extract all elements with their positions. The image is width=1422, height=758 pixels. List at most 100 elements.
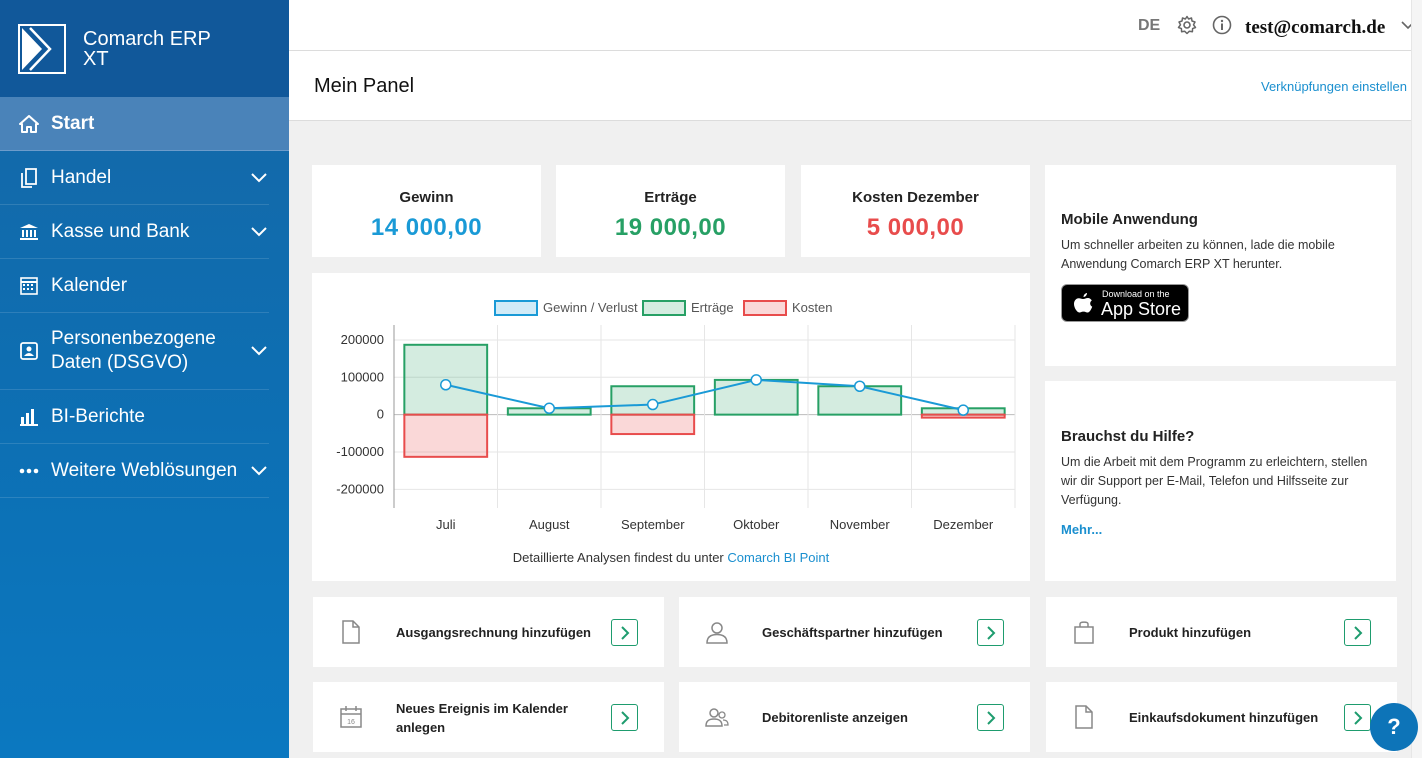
chevron-down-icon — [249, 168, 269, 188]
calendar-event-icon: 16 — [338, 704, 364, 730]
bi-point-link[interactable]: Comarch BI Point — [727, 550, 830, 565]
apple-icon — [1072, 292, 1094, 321]
calendar-icon — [19, 276, 39, 296]
point-gewinn-verlust — [440, 379, 452, 391]
kpi-value: 19 000,00 — [614, 214, 727, 241]
comarch-logo-icon — [18, 23, 66, 74]
kpi-card-kosten: Kosten Dezember 5 000,00 — [801, 165, 1030, 257]
action-label: Geschäftspartner hinzufügen — [762, 625, 943, 640]
sidebar-item-kasse-und-bank[interactable]: Kasse und Bank — [0, 205, 269, 259]
chevron-right-icon[interactable] — [977, 619, 1004, 646]
settings-link[interactable]: Verknüpfungen einstellen — [1260, 79, 1407, 94]
top-bar: DE test@comarch.de — [289, 0, 1422, 51]
action-label: Einkaufsdokument hinzufügen — [1129, 710, 1319, 725]
sidebar-item-label: Kalender — [51, 274, 128, 296]
profit-chart: 200000 100000 0 -100000 -200000 Juli August Sep… — [336, 300, 1016, 532]
kpi-card-gewinn: Gewinn 14 000,00 — [312, 165, 541, 257]
action-geschaeftspartner[interactable]: Geschäftspartner hinzufügen — [679, 597, 1030, 667]
home-icon — [19, 114, 39, 134]
svg-text:16: 16 — [347, 719, 355, 726]
action-ereignis[interactable]: 16 Neues Ereignis im Kalender anlegen — [313, 682, 664, 752]
more-link[interactable]: Mehr... — [1061, 522, 1103, 537]
file-icon — [338, 619, 364, 645]
bar-kosten — [610, 413, 696, 436]
sidebar-item-bi-berichte[interactable]: BI-Berichte — [0, 390, 269, 444]
shopping-bag-icon — [1071, 619, 1097, 645]
sidebar-item-dsgvo[interactable]: Personenbezogene Daten (DSGVO) — [0, 313, 269, 390]
chevron-down-icon — [249, 341, 269, 361]
users-icon — [704, 704, 730, 730]
id-card-icon — [19, 341, 39, 361]
action-debitorenliste[interactable]: Debitorenliste anzeigen — [679, 682, 1030, 752]
user-account[interactable]: test@comarch.de — [1245, 17, 1386, 38]
sidebar-item-weitere-webloesungen[interactable]: Weitere Weblösungen — [0, 444, 269, 498]
x-tick-label: Dezember — [933, 517, 994, 532]
action-ausgangsrechnung[interactable]: Ausgangsrechnung hinzufügen — [313, 597, 664, 667]
kpi-value: 14 000,00 — [370, 214, 483, 241]
action-einkaufsdokument[interactable]: Einkaufsdokument hinzufügen — [1046, 682, 1397, 752]
sidebar-item-label: Weitere Weblösungen — [51, 459, 238, 481]
x-tick-label: September — [621, 517, 685, 532]
user-icon — [704, 619, 730, 645]
x-tick-label: August — [529, 517, 570, 532]
language-switch[interactable]: DE — [1138, 17, 1161, 34]
point-gewinn-verlust — [957, 404, 969, 416]
help-button[interactable]: ? — [1370, 703, 1418, 751]
chevron-right-icon[interactable] — [611, 704, 638, 731]
chevron-down-icon — [249, 461, 269, 481]
help-title: Brauchst du Hilfe? — [1061, 428, 1195, 445]
action-label: Neues Ereignis im Kalender anlegen — [396, 701, 568, 735]
chevron-right-icon[interactable] — [1344, 619, 1371, 646]
kpi-title: Erträge — [644, 189, 697, 206]
sidebar-item-kalender[interactable]: Kalender — [0, 259, 269, 313]
more-dots-icon — [19, 461, 39, 481]
document-icon — [19, 167, 39, 188]
point-gewinn-verlust — [750, 374, 762, 386]
kpi-title: Gewinn — [399, 189, 454, 206]
sidebar-item-label: BI-Berichte — [51, 405, 145, 427]
chevron-right-icon[interactable] — [611, 619, 638, 646]
sidebar-item-handel[interactable]: Handel — [0, 151, 269, 205]
panel-header: Mein Panel Verknüpfungen einstellen — [289, 51, 1422, 121]
file-icon — [1071, 704, 1097, 730]
action-label: Ausgangsrechnung hinzufügen — [396, 625, 591, 640]
x-tick-label: Juli — [436, 517, 456, 532]
point-gewinn-verlust — [647, 398, 659, 411]
point-gewinn-verlust — [543, 402, 555, 415]
help-card: Brauchst du Hilfe? Um die Arbeit mit dem… — [1045, 381, 1396, 581]
sidebar-item-start[interactable]: Start — [0, 97, 289, 151]
x-tick-label: Oktober — [733, 517, 780, 532]
scrollbar[interactable] — [1411, 0, 1422, 758]
info-icon[interactable] — [1212, 15, 1232, 40]
bar-chart-icon — [19, 407, 39, 427]
bank-icon — [19, 222, 39, 242]
legend-label: Kosten — [792, 300, 832, 315]
mobile-app-card: Mobile Anwendung Um schneller arbeiten z… — [1045, 165, 1396, 366]
x-tick-label: November — [830, 517, 891, 532]
y-tick-label: -200000 — [336, 481, 384, 496]
app-store-label: App Store — [1101, 299, 1182, 319]
chevron-down-icon — [249, 222, 269, 242]
chevron-right-icon[interactable] — [1344, 704, 1371, 731]
logo[interactable]: Comarch ERP XT — [0, 0, 289, 97]
y-tick-label: 0 — [377, 407, 384, 422]
action-produkt[interactable]: Produkt hinzufügen — [1046, 597, 1397, 667]
sidebar-item-label: Kasse und Bank — [51, 220, 190, 242]
sidebar-nav: Start Handel Kasse und Bank Kalender — [0, 97, 289, 498]
line-gewinn-verlust — [445, 378, 964, 412]
chevron-right-icon[interactable] — [977, 704, 1004, 731]
legend-swatch — [494, 300, 538, 316]
gear-icon[interactable] — [1177, 15, 1197, 40]
sidebar: Comarch ERP XT Start Handel Kasse und Ba… — [0, 0, 289, 758]
app-store-button[interactable]: Download on the App Store — [1061, 284, 1189, 322]
kpi-card-ertraege: Erträge 19 000,00 — [556, 165, 785, 257]
chart-footer: Detaillierte Analysen findest du unter C… — [512, 550, 830, 565]
mobile-title: Mobile Anwendung — [1061, 211, 1198, 228]
app-store-small-label: Download on the — [1102, 289, 1170, 299]
app-name: Comarch ERP XT — [83, 27, 211, 70]
legend-swatch — [743, 300, 787, 316]
mobile-text: Um schneller arbeiten zu können, lade di… — [1061, 238, 1335, 271]
sidebar-item-label: Handel — [51, 166, 112, 188]
y-tick-label: 100000 — [341, 369, 384, 384]
legend-label: Gewinn / Verlust — [543, 300, 638, 315]
